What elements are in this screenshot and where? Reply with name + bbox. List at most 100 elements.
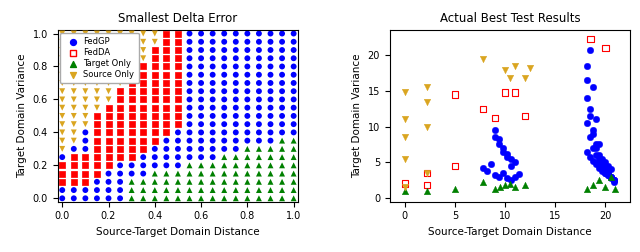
Source Only bbox=[80, 114, 90, 118]
FedGP bbox=[289, 89, 299, 93]
Target Only bbox=[127, 180, 137, 184]
Target Only bbox=[230, 180, 241, 184]
FedDA bbox=[68, 180, 79, 184]
FedDA bbox=[92, 139, 102, 143]
FedDA bbox=[150, 56, 160, 60]
FedGP bbox=[254, 89, 264, 93]
Target Only bbox=[127, 188, 137, 192]
Source Only bbox=[80, 40, 90, 44]
FedDA bbox=[173, 81, 183, 85]
FedDA bbox=[150, 73, 160, 77]
Point bbox=[494, 175, 504, 179]
Target Only bbox=[243, 172, 253, 176]
Point bbox=[600, 164, 611, 168]
FedGP bbox=[184, 40, 195, 44]
Point bbox=[422, 171, 432, 175]
Point bbox=[500, 90, 510, 94]
Point bbox=[588, 132, 598, 136]
Target Only bbox=[289, 180, 299, 184]
FedGP bbox=[266, 81, 276, 85]
Target Only bbox=[150, 188, 160, 192]
Target Only bbox=[289, 139, 299, 143]
Point bbox=[399, 157, 410, 161]
FedGP bbox=[196, 122, 206, 126]
FedDA bbox=[92, 155, 102, 159]
FedGP bbox=[115, 188, 125, 192]
FedGP bbox=[289, 114, 299, 118]
FedGP bbox=[230, 147, 241, 151]
FedGP bbox=[254, 106, 264, 110]
Target Only bbox=[266, 147, 276, 151]
Target Only bbox=[230, 188, 241, 192]
FedGP bbox=[230, 139, 241, 143]
FedGP bbox=[219, 106, 229, 110]
FedGP bbox=[68, 188, 79, 192]
FedDA bbox=[173, 56, 183, 60]
FedGP bbox=[138, 163, 148, 167]
Point bbox=[510, 90, 520, 94]
Target Only bbox=[138, 196, 148, 200]
Source Only bbox=[80, 89, 90, 93]
FedGP bbox=[127, 163, 137, 167]
FedDA bbox=[173, 40, 183, 44]
FedDA bbox=[138, 106, 148, 110]
Source Only bbox=[138, 40, 148, 44]
Source Only bbox=[80, 32, 90, 36]
Target Only bbox=[289, 188, 299, 192]
FedGP bbox=[243, 81, 253, 85]
Target Only bbox=[184, 180, 195, 184]
Source Only bbox=[57, 56, 67, 60]
Point bbox=[506, 178, 516, 182]
Point bbox=[591, 117, 602, 121]
Point bbox=[585, 37, 595, 41]
FedGP bbox=[196, 65, 206, 69]
FedDA bbox=[104, 122, 114, 126]
FedDA bbox=[80, 155, 90, 159]
Point bbox=[494, 138, 504, 142]
FedGP bbox=[184, 147, 195, 151]
FedGP bbox=[277, 48, 287, 52]
Point bbox=[609, 178, 620, 182]
FedGP bbox=[289, 81, 299, 85]
Point bbox=[597, 164, 607, 168]
Point bbox=[490, 135, 500, 139]
FedDA bbox=[138, 147, 148, 151]
FedGP bbox=[219, 48, 229, 52]
FedGP bbox=[230, 106, 241, 110]
Source Only bbox=[92, 48, 102, 52]
Point bbox=[505, 76, 515, 80]
FedGP bbox=[196, 98, 206, 102]
FedGP bbox=[289, 40, 299, 44]
FedGP bbox=[80, 130, 90, 134]
FedGP bbox=[266, 32, 276, 36]
FedGP bbox=[207, 114, 218, 118]
FedGP bbox=[80, 139, 90, 143]
Target Only bbox=[277, 180, 287, 184]
Source Only bbox=[92, 40, 102, 44]
Point bbox=[606, 175, 616, 179]
Point bbox=[591, 153, 602, 157]
FedDA bbox=[127, 155, 137, 159]
FedGP bbox=[254, 122, 264, 126]
FedDA bbox=[138, 130, 148, 134]
Source Only bbox=[92, 106, 102, 110]
Point bbox=[478, 107, 488, 111]
FedGP bbox=[104, 172, 114, 176]
FedGP bbox=[243, 48, 253, 52]
FedGP bbox=[243, 122, 253, 126]
Source Only bbox=[127, 32, 137, 36]
Point bbox=[609, 178, 620, 182]
Source Only bbox=[92, 65, 102, 69]
FedGP bbox=[150, 147, 160, 151]
FedDA bbox=[173, 122, 183, 126]
Target Only bbox=[207, 163, 218, 167]
Point bbox=[582, 96, 593, 100]
FedGP bbox=[161, 155, 172, 159]
Target Only bbox=[277, 147, 287, 151]
FedGP bbox=[173, 130, 183, 134]
Point bbox=[606, 176, 616, 180]
Target Only bbox=[184, 196, 195, 200]
Point bbox=[594, 178, 604, 182]
FedDA bbox=[127, 139, 137, 143]
FedGP bbox=[243, 130, 253, 134]
